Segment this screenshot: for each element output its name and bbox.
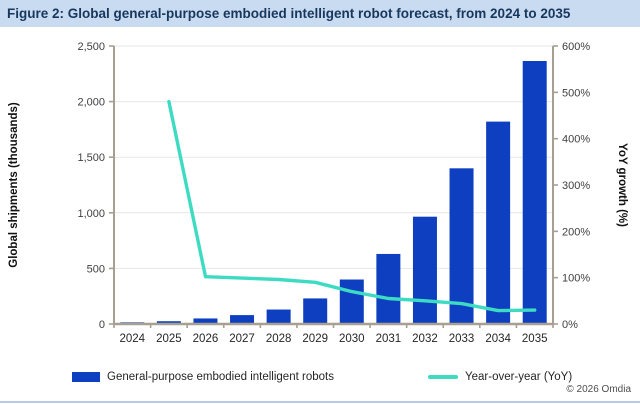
copyright-note: © 2026 Omdia: [566, 384, 631, 395]
right-tick-label: 500%: [562, 87, 590, 99]
bottom-accent-strip: [0, 401, 640, 403]
bar-2027: [230, 315, 255, 324]
legend-label-line: Year-over-year (YoY): [465, 371, 573, 383]
bar-2034: [486, 121, 511, 324]
x-label-2027: 2027: [229, 333, 255, 345]
right-tick-label: 300%: [562, 180, 590, 192]
right-tick-label: 600%: [562, 41, 590, 53]
legend-item-bars: General-purpose embodied intelligent rob…: [72, 371, 334, 383]
x-label-2032: 2032: [412, 333, 438, 345]
right-tick-label: 0%: [562, 319, 578, 331]
left-tick-label: 0: [99, 319, 105, 331]
left-tick-label: 1,500: [77, 152, 105, 164]
bar-2028: [266, 309, 291, 324]
bar-series-swatch-icon: [72, 372, 100, 382]
x-label-2033: 2033: [449, 333, 475, 345]
x-label-2031: 2031: [376, 333, 402, 345]
x-label-2034: 2034: [485, 333, 511, 345]
right-tick-label: 400%: [562, 134, 590, 146]
bar-2025: [156, 321, 181, 324]
right-axis-title: YoY growth (%): [616, 143, 628, 227]
left-axis-title: Global shipments (thousands): [8, 102, 20, 268]
bar-2026: [193, 318, 218, 324]
left-tick-label: 2,500: [77, 41, 105, 53]
x-label-2035: 2035: [522, 333, 548, 345]
right-tick-label: 200%: [562, 226, 590, 238]
legend-item-line: Year-over-year (YoY): [428, 371, 572, 383]
bar-2035: [522, 61, 547, 325]
figure-title: Figure 2: Global general-purpose embodie…: [0, 0, 640, 27]
yoy-line: [167, 99, 537, 313]
x-label-2030: 2030: [339, 333, 365, 345]
bar-2029: [303, 298, 328, 324]
left-tick-label: 2,000: [77, 97, 105, 109]
left-tick-label: 1,000: [77, 208, 105, 220]
x-label-2024: 2024: [119, 333, 145, 345]
bar-2033: [449, 168, 474, 324]
bar-2031: [376, 253, 401, 324]
bar-2032: [412, 216, 437, 324]
x-label-2029: 2029: [302, 333, 328, 345]
x-label-2025: 2025: [156, 333, 182, 345]
x-label-2026: 2026: [193, 333, 219, 345]
bar-2030: [339, 279, 364, 324]
left-tick-label: 500: [87, 263, 105, 275]
right-tick-label: 100%: [562, 273, 590, 285]
legend-label-bars: General-purpose embodied intelligent rob…: [107, 371, 334, 383]
line-series-swatch-icon: [428, 375, 458, 379]
x-label-2028: 2028: [266, 333, 292, 345]
